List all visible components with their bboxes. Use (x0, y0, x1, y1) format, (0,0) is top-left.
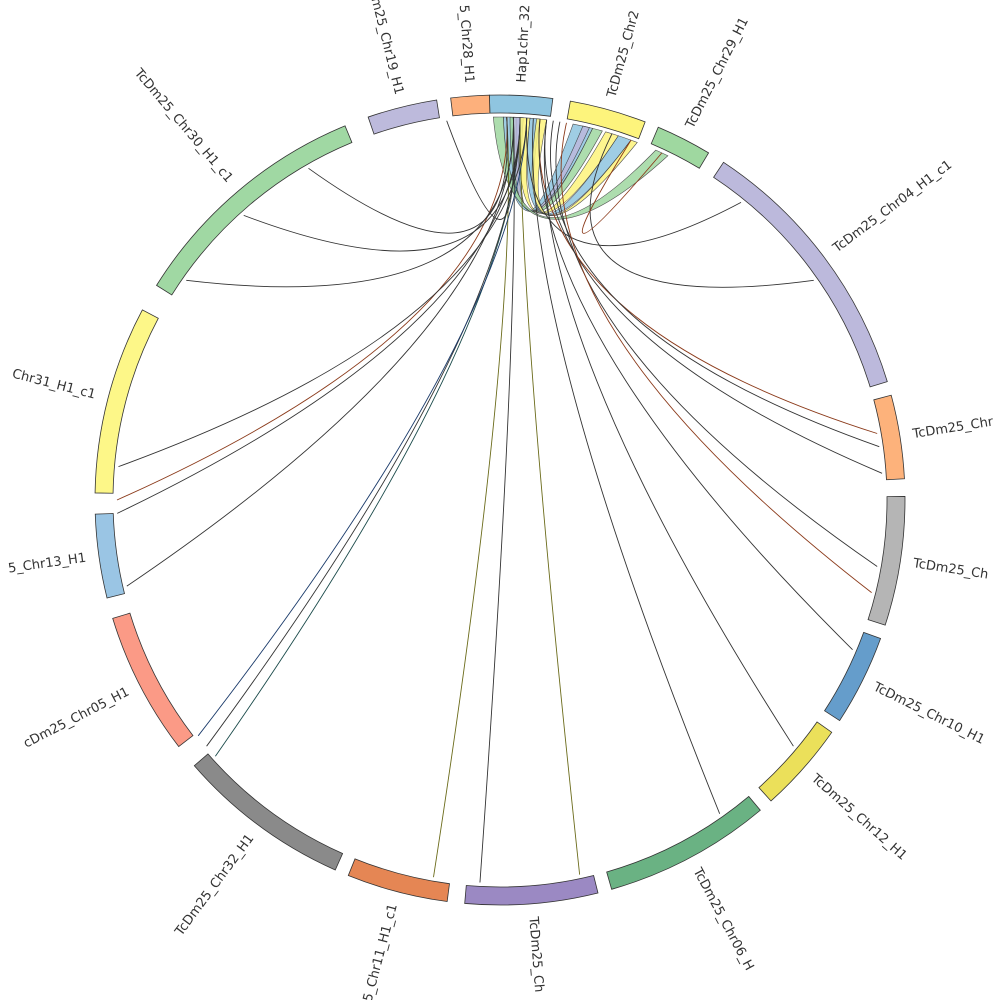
segment-label-hap1chr32: Hap1chr_32 (514, 4, 533, 83)
segment-label-chr04: TcDm25_Chr04_H1_c1 (830, 158, 955, 257)
segment-layer (94, 94, 906, 906)
link (197, 117, 528, 737)
segment-label-chr31: Chr31_H1_c1 (10, 367, 97, 403)
ribbon-layer (492, 116, 669, 220)
ribbon (531, 118, 638, 216)
link (126, 117, 514, 587)
link (519, 117, 581, 875)
link (526, 117, 742, 246)
segment-chr19 (367, 99, 440, 135)
segment-label-chr28: 5_Chr28_H1 (456, 4, 477, 83)
segment-chr04 (713, 161, 888, 388)
segment-chr32 (193, 753, 344, 871)
link (117, 117, 521, 514)
segment-label-chr05: cDm25_Chr05_H1 (21, 685, 132, 752)
link (538, 119, 853, 650)
segment-chr13 (94, 513, 125, 599)
link (581, 139, 663, 234)
segment-label-chr32: TcDm25_Chr32_H1 (172, 832, 257, 940)
link (433, 117, 509, 878)
segment-label-chr12: TcDm25_Chr12_H1 (807, 771, 909, 864)
segment-label-chr06: TcDm25_Chr06_H (689, 865, 756, 974)
segment-chr_b (867, 496, 906, 626)
segment-chr11 (347, 858, 450, 902)
link (555, 121, 878, 567)
link (589, 133, 814, 288)
segment-hap1chr32 (488, 94, 554, 117)
link (532, 118, 721, 814)
link-layer (116, 117, 883, 883)
link (206, 117, 521, 747)
segment-chr_c (464, 875, 599, 906)
segment-chr30 (155, 125, 353, 296)
link (308, 117, 508, 234)
segment-label-chr13: 5_Chr13_H1 (7, 551, 87, 577)
link (550, 120, 880, 448)
link (543, 119, 794, 747)
segment-label-chr_b: TcDm25_Ch (911, 556, 989, 583)
segment-chr_a (873, 394, 905, 481)
link (186, 117, 514, 288)
link (446, 117, 515, 220)
segment-chr05 (112, 612, 194, 748)
segment-label-chr30: TcDm25_Chr30_H1_c1 (130, 65, 235, 186)
segment-chr29 (650, 126, 710, 169)
segment-label-chr_a: TcDm25_Chr (911, 414, 995, 442)
segment-label-chr10: TcDm25_Chr10_H1 (870, 679, 987, 747)
segment-label-chr29: TcDm25_Chr29_H1 (683, 15, 752, 132)
segment-chr06 (606, 795, 761, 890)
segment-chr10 (824, 631, 882, 722)
link (560, 122, 872, 594)
segment-chr12 (758, 721, 833, 802)
segment-label-chr11: 5_Chr11_H1_c1 (361, 902, 401, 1000)
segment-chr2x (566, 100, 646, 140)
segment-label-chr19: m25_Chr19_H1 (368, 0, 407, 96)
segment-label-chr2x: TcDm25_Chr2 (604, 9, 643, 100)
link (544, 119, 883, 474)
link (116, 117, 508, 501)
segment-label-chr_c: TcDm25_Ch (525, 915, 546, 993)
segment-chr28 (450, 94, 491, 117)
link (215, 117, 521, 757)
link (118, 117, 528, 468)
link (243, 117, 521, 252)
segment-chr31 (94, 309, 159, 494)
